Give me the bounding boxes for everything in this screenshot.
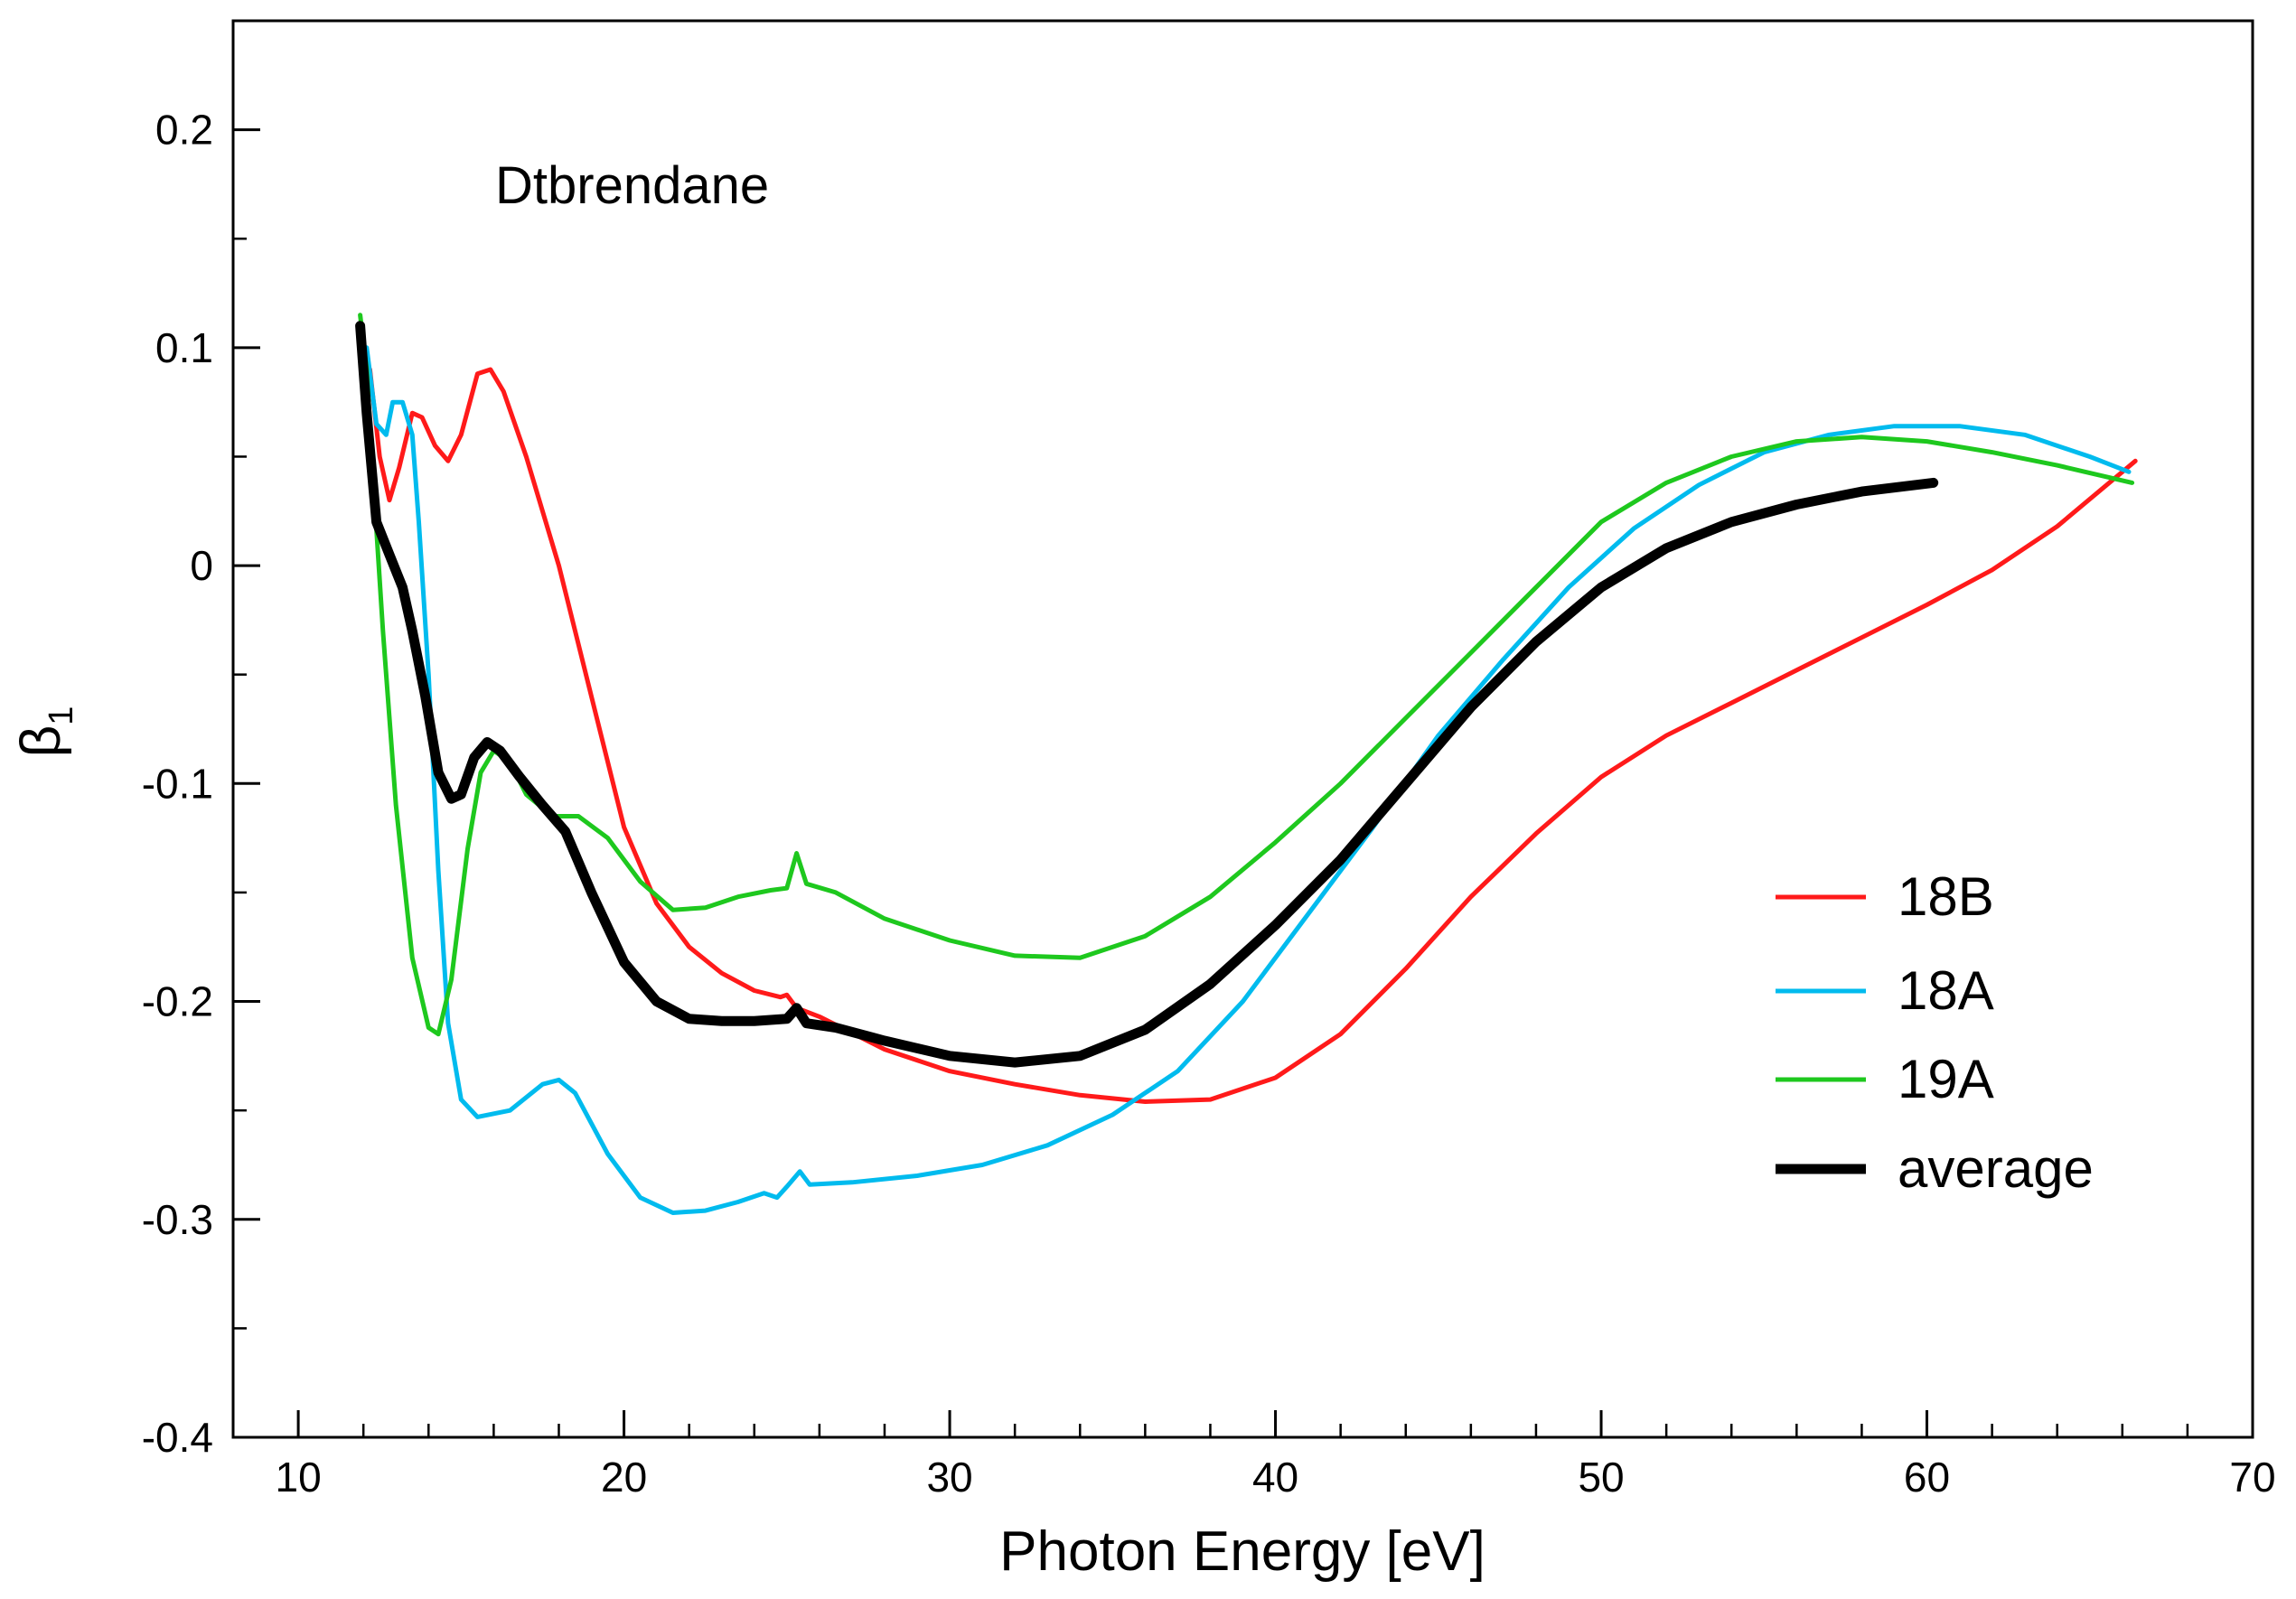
legend-label-18B: 18B	[1898, 866, 1994, 927]
series-line-average	[355, 321, 1939, 1068]
y-tick-label: 0.2	[155, 107, 213, 154]
legend-label-19A: 19A	[1898, 1049, 1994, 1109]
y-tick-label: 0.1	[155, 324, 213, 371]
x-tick-label-20: 20	[601, 1454, 647, 1501]
y-axis-title-subscript: 1	[42, 706, 80, 725]
series-line-19A	[358, 313, 2135, 1037]
y-tick-label: -0.3	[142, 1196, 213, 1243]
y-axis-title: β1	[10, 706, 80, 758]
series-layer	[355, 313, 2138, 1215]
chart-annotation: Dtbrendane	[495, 156, 769, 215]
y-axis-ticks: 0.2 0.1 0 -0.1 -0.2 -0.3 -0.4	[142, 107, 260, 1461]
x-tick-label-50: 50	[1578, 1454, 1624, 1501]
legend-label-18A: 18A	[1898, 960, 1994, 1021]
y-tick-label: -0.2	[142, 978, 213, 1025]
svg-text:β1: β1	[10, 706, 80, 758]
x-axis-title: Photon Energy [eV]	[999, 1520, 1485, 1583]
y-tick-label: -0.4	[142, 1414, 213, 1461]
x-tick-label-60: 60	[1904, 1454, 1950, 1501]
x-tick-label-70: 70	[2229, 1454, 2275, 1501]
y-tick-label: 0	[190, 542, 213, 589]
series-line-18B	[367, 367, 2138, 1104]
y-tick-label: -0.1	[142, 760, 213, 807]
plot-frame	[231, 19, 2254, 1439]
x-tick-label-10: 10	[276, 1454, 322, 1501]
legend-label-average: average	[1898, 1138, 2094, 1199]
x-tick-label-40: 40	[1252, 1454, 1298, 1501]
x-tick-label-30: 30	[926, 1454, 972, 1501]
series-line-18A	[364, 345, 2132, 1215]
x-axis-ticks: 10 20 30 40 50 60 70	[231, 1410, 2276, 1501]
y-axis-title-symbol: β	[10, 725, 72, 758]
legend: 18B 18A 19A average	[1776, 866, 2094, 1199]
